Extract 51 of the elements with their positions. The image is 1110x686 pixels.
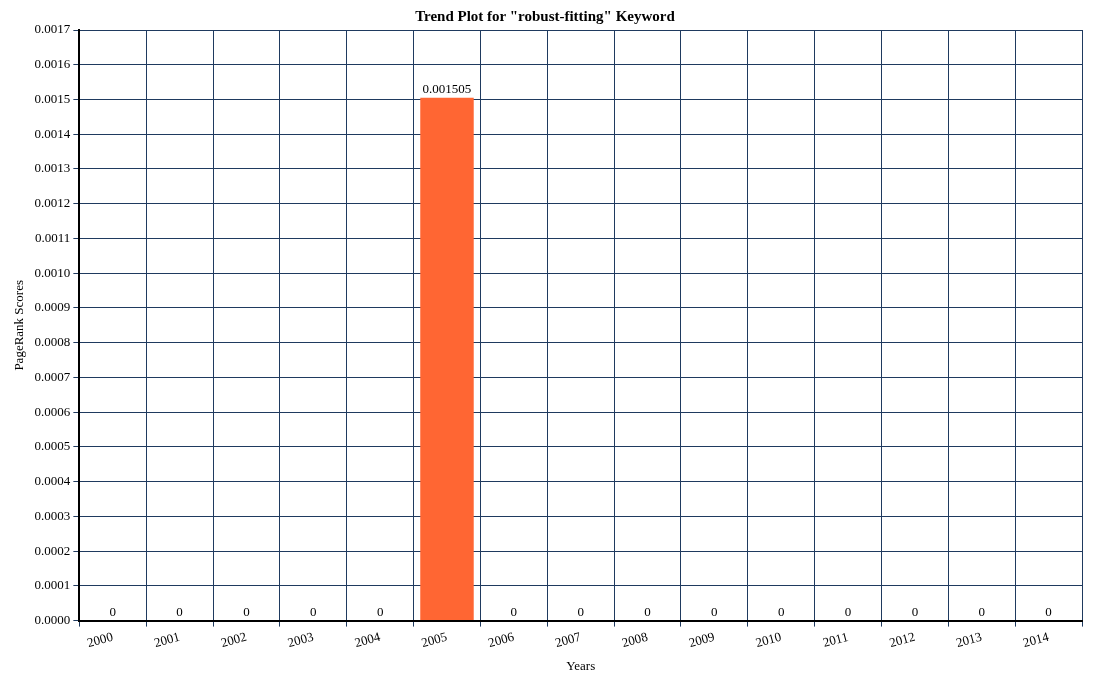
y-tick-label: 0.0004	[34, 473, 71, 489]
x-axis-title: Years	[566, 657, 596, 673]
x-tick-label: 2007	[553, 628, 583, 651]
chart-title: Trend Plot for "robust-fitting" Keyword	[415, 7, 676, 24]
y-tick-label: 0.0008	[34, 334, 71, 350]
y-tick-label: 0.0014	[34, 125, 71, 141]
x-tick-label: 2014	[1021, 628, 1051, 651]
y-tick-label: 0.0012	[34, 195, 71, 211]
data-label: 0	[978, 603, 985, 619]
y-tick-label: 0.0011	[35, 229, 71, 245]
y-tick-label: 0.0017	[34, 21, 71, 37]
data-label: 0.001505	[422, 80, 472, 96]
data-label: 0	[711, 603, 718, 619]
x-tick-label: 2004	[352, 628, 383, 651]
y-tick-label: 0.0010	[34, 264, 71, 280]
data-label: 0	[109, 603, 117, 619]
x-tick-label: 2012	[887, 628, 917, 651]
y-tick-label: 0.0007	[34, 368, 71, 384]
y-tick-label: 0.0000	[34, 612, 71, 628]
data-label: 0	[243, 603, 250, 619]
x-tick-label: 2006	[486, 628, 516, 651]
data-label: 0	[777, 603, 785, 619]
y-tick-label: 0.0005	[34, 438, 71, 454]
data-label: 0	[844, 603, 852, 619]
x-tick-label: 2010	[753, 628, 783, 651]
data-label: 0	[911, 603, 919, 619]
data-label: 0	[376, 603, 384, 619]
y-tick-label: 0.0009	[34, 299, 71, 315]
x-tick-label: 2005	[419, 628, 449, 651]
x-tick-label: 2013	[954, 628, 984, 651]
y-tick-label: 0.0006	[34, 403, 71, 419]
data-label: 0	[577, 603, 584, 619]
y-axis-title: PageRank Scores	[11, 279, 27, 371]
data-label: 0	[310, 603, 317, 619]
x-tick-label: 2008	[620, 628, 650, 651]
y-tick-label: 0.0002	[34, 542, 71, 558]
x-tick-label: 2003	[285, 628, 315, 651]
data-label: 0	[176, 603, 183, 619]
y-tick-label: 0.0015	[34, 90, 71, 106]
x-tick-label: 2011	[821, 628, 850, 650]
x-tick-label: 2009	[687, 628, 717, 651]
x-tick-label: 2000	[85, 628, 115, 651]
y-tick-label: 0.0016	[34, 56, 71, 72]
data-label: 0	[510, 603, 518, 619]
y-tick-label: 0.0001	[34, 577, 71, 593]
y-tick-label: 0.0003	[34, 507, 71, 523]
data-label: 0	[644, 603, 651, 619]
x-tick-label: 2002	[219, 628, 249, 651]
data-label: 0	[1045, 603, 1052, 619]
y-tick-label: 0.0013	[34, 160, 71, 176]
x-tick-label: 2001	[152, 628, 182, 651]
